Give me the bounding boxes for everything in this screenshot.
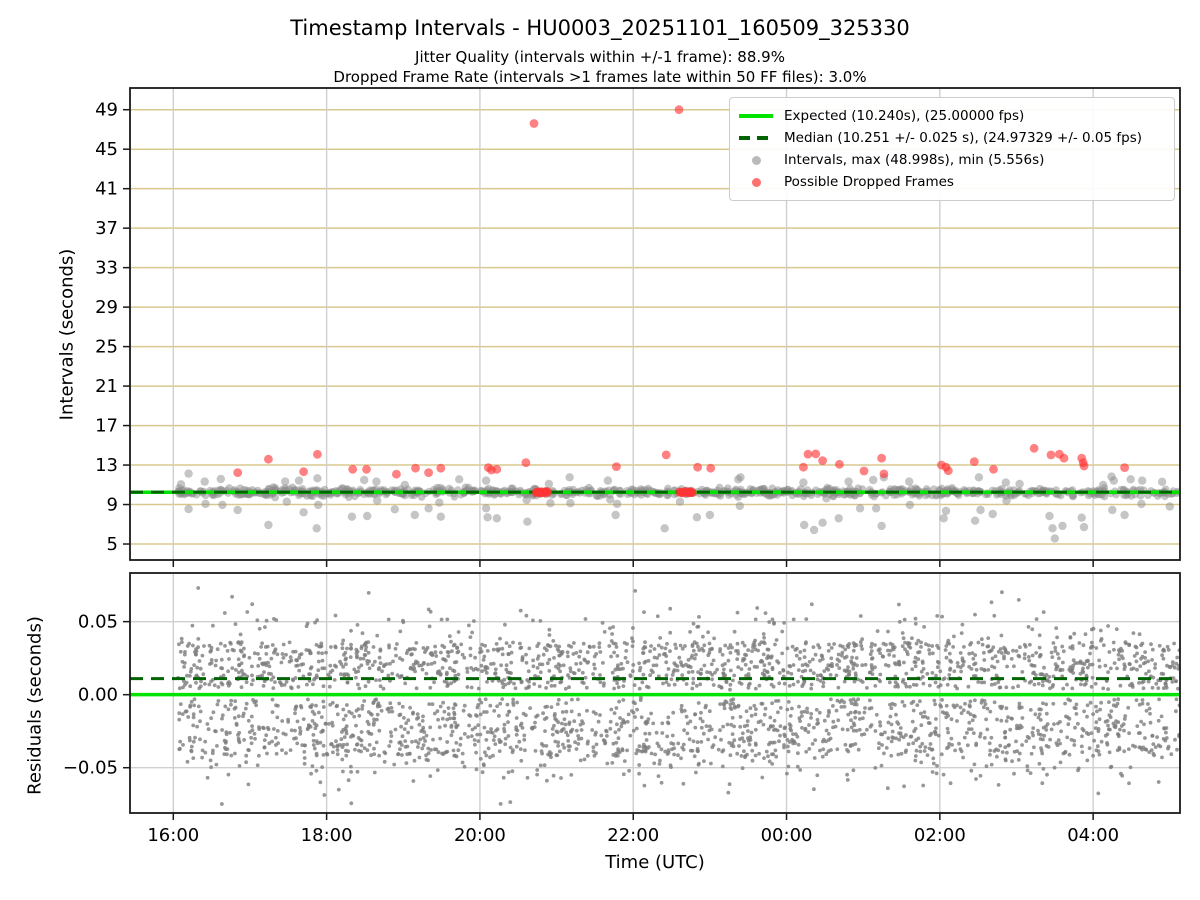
legend-item-dropped: Possible Dropped Frames <box>738 171 1164 193</box>
intervals-tick-label: 13 <box>95 455 118 476</box>
legend-item-expected: Expected (10.240s), (25.00000 fps) <box>738 105 1164 127</box>
residuals-tick-label: −0.05 <box>63 758 118 779</box>
time-tick-label: 20:00 <box>454 825 506 846</box>
intervals-tick-label: 33 <box>95 258 118 279</box>
legend: Expected (10.240s), (25.00000 fps) Media… <box>729 97 1175 201</box>
intervals-tick-label: 9 <box>107 495 118 516</box>
time-tick-label: 22:00 <box>607 825 659 846</box>
residuals-scatter <box>176 586 1180 806</box>
axes-frame: 5 9 13 17 21 25 29 33 37 41 45 49 −0.05 0.00 0.05 16:00… <box>63 87 1181 846</box>
chart-subtitle-jitter: Jitter Quality (intervals within +/-1 fr… <box>415 48 785 66</box>
intervals-tick-label: 49 <box>95 100 118 121</box>
chart-subtitle-dropped: Dropped Frame Rate (intervals >1 frames … <box>333 68 867 86</box>
legend-item-intervals: Intervals, max (48.998s), min (5.556s) <box>738 149 1164 171</box>
chart-title: Timestamp Intervals - HU0003_20251101_16… <box>290 16 910 40</box>
time-tick-label: 02:00 <box>914 825 966 846</box>
dropped-frames-scatter <box>233 105 1129 498</box>
time-tick-label: 04:00 <box>1067 825 1119 846</box>
intervals-tick-label: 5 <box>107 534 118 555</box>
reference-lines-bottom <box>130 677 1180 697</box>
legend-label: Possible Dropped Frames <box>784 174 954 190</box>
intervals-tick-label: 21 <box>95 376 118 397</box>
residuals-axis-label: Residuals (seconds) <box>24 616 46 795</box>
time-tick-label: 16:00 <box>147 825 199 846</box>
legend-label: Intervals, max (48.998s), min (5.556s) <box>784 152 1045 168</box>
legend-item-median: Median (10.251 +/- 0.025 s), (24.97329 +… <box>738 127 1164 149</box>
time-tick-label: 00:00 <box>761 825 813 846</box>
time-tick-label: 18:00 <box>301 825 353 846</box>
intervals-tick-label: 17 <box>95 416 118 437</box>
interval-dot-marker <box>738 155 774 165</box>
intervals-tick-label: 45 <box>95 139 118 160</box>
residuals-tick-label: 0.00 <box>78 685 118 706</box>
intervals-tick-label: 37 <box>95 218 118 239</box>
intervals-scatter <box>174 469 1180 543</box>
residuals-tick-label: 0.05 <box>78 612 118 633</box>
dropped-dot-marker <box>738 177 774 187</box>
expected-line-marker <box>738 114 774 118</box>
intervals-tick-label: 25 <box>95 337 118 358</box>
intervals-axis-label: Intervals (seconds) <box>56 248 78 421</box>
legend-label: Expected (10.240s), (25.00000 fps) <box>784 108 1025 124</box>
intervals-tick-label: 29 <box>95 297 118 318</box>
median-line-marker <box>738 136 774 140</box>
legend-label: Median (10.251 +/- 0.025 s), (24.97329 +… <box>784 130 1143 146</box>
intervals-tick-label: 41 <box>95 179 118 200</box>
gridlines <box>130 88 1180 813</box>
time-axis-label: Time (UTC) <box>605 852 705 873</box>
